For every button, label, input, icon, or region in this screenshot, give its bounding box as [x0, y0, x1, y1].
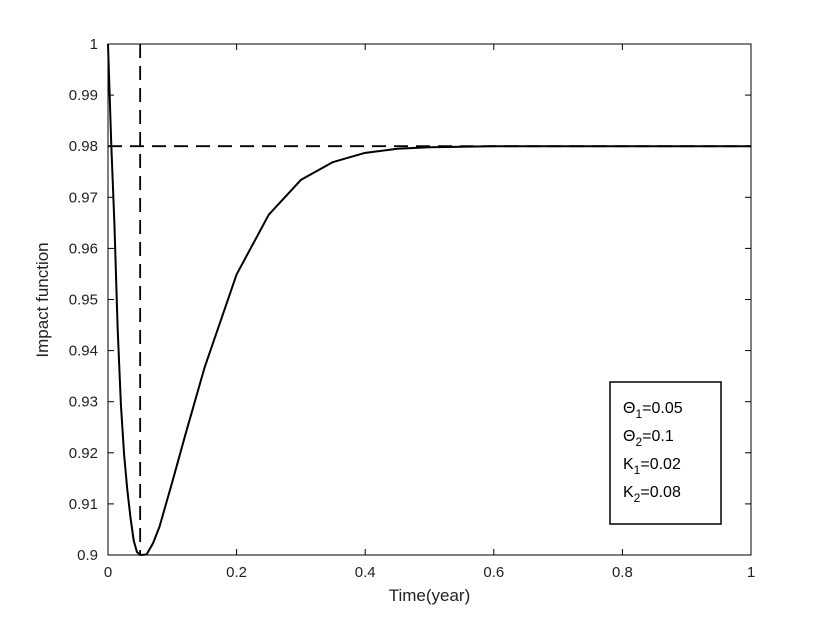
y-tick-label: 0.98: [69, 138, 98, 155]
legend-entry: Θ2=0.1: [623, 428, 674, 449]
series: [107, 43, 751, 556]
y-tick-label: 0.91: [69, 496, 98, 513]
y-tick-label: 0.94: [69, 343, 98, 360]
x-axis-title: Time(year): [389, 586, 471, 605]
x-tick-label: 1: [747, 564, 755, 581]
x-tick-label: 0.6: [483, 564, 504, 581]
legend: Θ1=0.05 Θ2=0.1 K1=0.02 K2=0.08: [609, 381, 722, 525]
y-tick-label: 0.99: [69, 87, 98, 104]
y-tick-label: 1: [90, 36, 98, 53]
y-tick-label: 0.92: [69, 445, 98, 462]
y-axis-title: Impact function: [33, 242, 52, 357]
legend-box: [609, 381, 722, 525]
plot-frame: [107, 43, 752, 556]
x-tick-label: 0.2: [226, 564, 247, 581]
y-tick-label: 0.96: [69, 240, 98, 257]
impact-function-series-line: [107, 43, 751, 556]
y-tick-label: 0.97: [69, 189, 98, 206]
x-tick-label: 0: [104, 564, 112, 581]
y-tick-label: 0.93: [69, 394, 98, 411]
y-tick-label: 0.95: [69, 292, 98, 309]
x-tick-label: 0.4: [355, 564, 376, 581]
legend-entry: Θ1=0.05: [623, 400, 683, 421]
x-tick-label: 0.8: [612, 564, 633, 581]
legend-entry: K1=0.02: [623, 456, 681, 477]
y-tick-label: 0.9: [77, 547, 98, 564]
legend-entry: K2=0.08: [623, 484, 681, 505]
